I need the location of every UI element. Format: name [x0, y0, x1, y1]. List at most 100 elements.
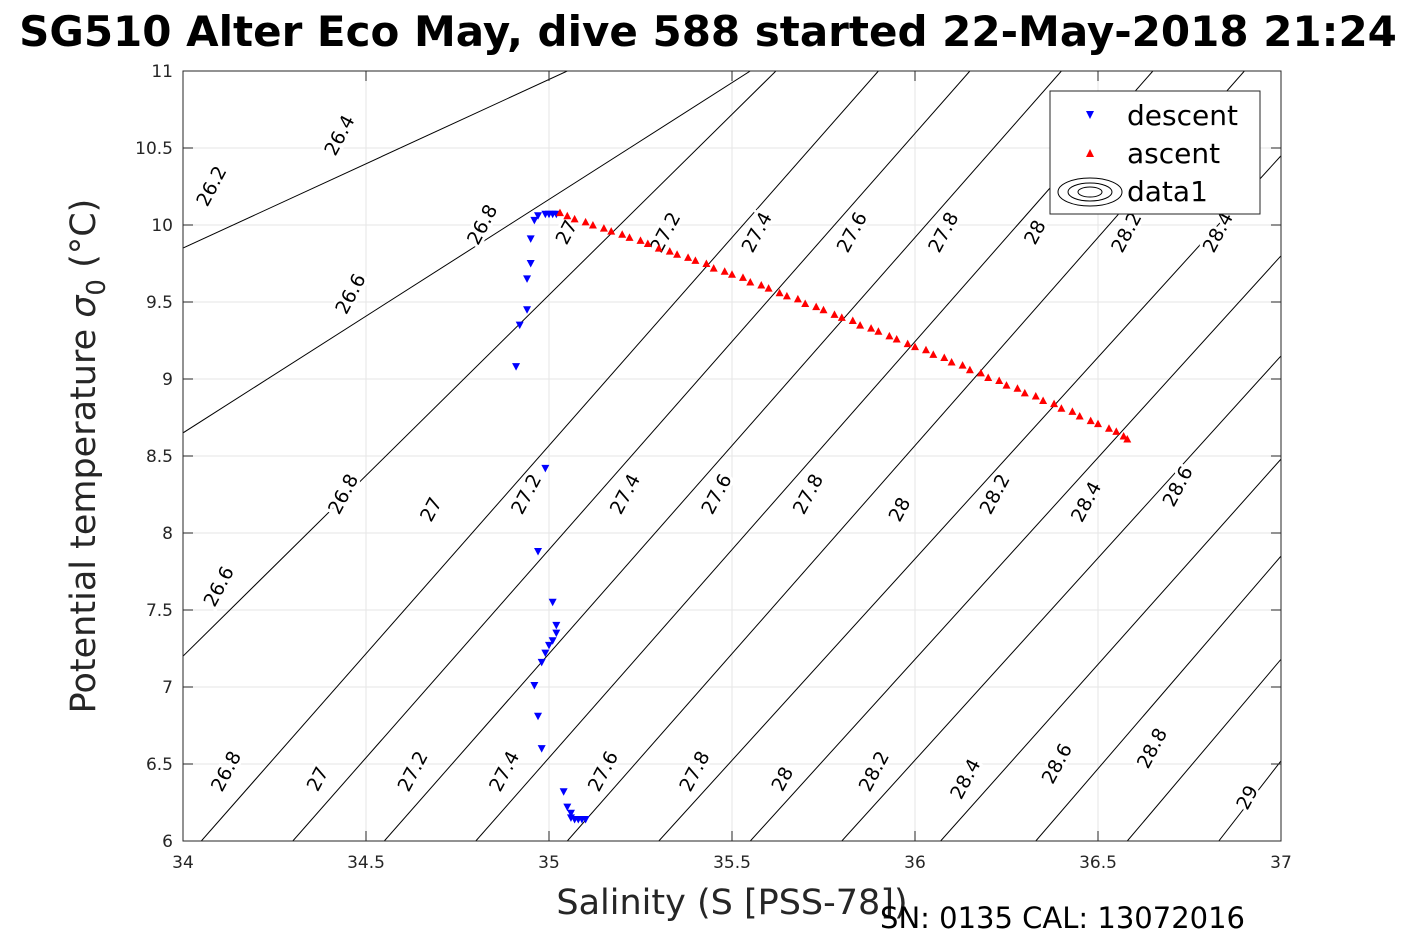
y-tick-label: 8.5 — [146, 447, 173, 467]
ascent-point — [801, 299, 810, 308]
descent-point — [534, 212, 543, 220]
ascent-point — [738, 273, 747, 281]
ascent-point — [607, 227, 616, 235]
ascent-point — [885, 331, 894, 340]
descent-point — [523, 306, 532, 314]
descent-point — [545, 641, 553, 650]
ascent-point — [1039, 396, 1048, 405]
ascent-point — [643, 239, 652, 247]
x-axis-ticks: 34 34.5 35 35.5 36 36.5 37 — [172, 71, 1292, 873]
ascent-point — [995, 376, 1004, 385]
chart-title: SG510 Alter Eco May, dive 588 started 22… — [19, 7, 1397, 56]
contour-line-27.2 — [383, 71, 1062, 841]
descent-point — [581, 815, 590, 824]
descent-point — [530, 216, 539, 225]
ascent-point — [965, 365, 974, 374]
legend: descent ascent data1 — [1049, 90, 1261, 215]
descent-point — [537, 658, 546, 667]
y-axis-label-subscript: 0 — [82, 279, 112, 296]
ascent-point — [1123, 435, 1132, 443]
contour-line-26.6 — [183, 71, 777, 657]
x-axis-label: Salinity (S [PSS-78]) — [556, 883, 907, 923]
contour-line-28 — [749, 255, 1281, 841]
ascent-point — [848, 316, 857, 324]
ascent-point — [976, 368, 985, 377]
contour-line-26.8 — [200, 71, 879, 841]
footer-serial-cal: SN: 0135 CAL: 13072016 — [880, 901, 1245, 935]
ascent-point — [856, 321, 865, 329]
contour-line-26.2 — [183, 71, 568, 249]
ascent-point — [563, 211, 572, 220]
descent-point — [552, 629, 561, 638]
ascent-point — [625, 233, 634, 241]
ascent-point — [1057, 404, 1066, 412]
y-axis-label-sigma: σ — [64, 294, 104, 318]
ascent-point — [775, 288, 784, 297]
descent-point — [548, 637, 557, 645]
ascent-point — [684, 253, 693, 261]
legend-ascent-marker — [1086, 149, 1094, 157]
y-axis-ticks: 6 6.5 7 7.5 8 8.5 9 9.5 10 10.5 11 — [135, 62, 1281, 852]
y-tick-label: 7 — [162, 678, 173, 698]
ascent-point — [984, 373, 993, 381]
x-tick-label: 34.5 — [347, 853, 385, 873]
ascent-point — [728, 270, 736, 278]
ascent-point — [874, 327, 883, 335]
ascent-point — [1013, 384, 1022, 392]
descent-point — [541, 649, 550, 658]
contour-line-26.4 — [183, 71, 751, 434]
x-tick-label: 35 — [538, 853, 560, 873]
contour-line-28.8 — [1126, 658, 1281, 841]
ascent-point — [691, 256, 700, 264]
ascent-point — [1002, 381, 1011, 389]
x-tick-label: 37 — [1270, 853, 1292, 873]
contour-line-28.2 — [841, 355, 1281, 841]
ascent-point — [665, 247, 674, 255]
ascent-point — [782, 291, 791, 300]
descent-point — [534, 712, 543, 721]
y-tick-label: 10 — [151, 216, 173, 236]
y-axis-label-unit: (°C) — [64, 199, 104, 279]
ascent-point — [903, 339, 912, 348]
y-tick-label: 9 — [162, 370, 173, 390]
descent-point — [526, 235, 535, 243]
contour-line-27.8 — [658, 155, 1281, 841]
ascent-point — [921, 345, 930, 354]
legend-descent-label: descent — [1127, 99, 1238, 132]
y-tick-label: 11 — [151, 62, 173, 82]
descent-point — [541, 464, 550, 473]
ascent-point — [1104, 424, 1113, 432]
ascent-point — [1112, 427, 1121, 435]
descent-point — [552, 621, 561, 630]
y-axis-label: Potential temperature σ0 (°C) — [64, 199, 112, 714]
descent-point — [563, 803, 572, 812]
legend-data1-label: data1 — [1127, 175, 1208, 208]
descent-point — [559, 788, 568, 796]
ascent-point — [588, 221, 597, 229]
ascent-point — [892, 334, 901, 343]
ascent-point — [654, 244, 663, 252]
ascent-point — [1068, 407, 1077, 415]
ascent-point — [599, 224, 608, 232]
descent-point — [515, 321, 524, 330]
ascent-point — [1086, 416, 1095, 425]
ascent-point — [793, 294, 802, 303]
ascent-point — [1050, 399, 1059, 408]
ascent-point — [929, 350, 938, 358]
legend-ascent-label: ascent — [1127, 137, 1220, 170]
ascent-point — [837, 313, 846, 321]
y-tick-label: 9.5 — [146, 293, 173, 313]
descent-point — [512, 363, 521, 371]
ascent-point — [958, 361, 967, 369]
ascent-point — [940, 353, 949, 361]
legend-descent-marker — [1086, 111, 1094, 119]
ascent-point — [581, 217, 590, 226]
ascent-point — [746, 277, 755, 286]
descent-point — [548, 598, 557, 607]
contour-line-29 — [1218, 760, 1281, 841]
ascent-point — [819, 305, 828, 314]
ascent-point — [830, 310, 839, 318]
y-tick-label: 6 — [162, 832, 173, 852]
ascent-point — [764, 284, 773, 292]
